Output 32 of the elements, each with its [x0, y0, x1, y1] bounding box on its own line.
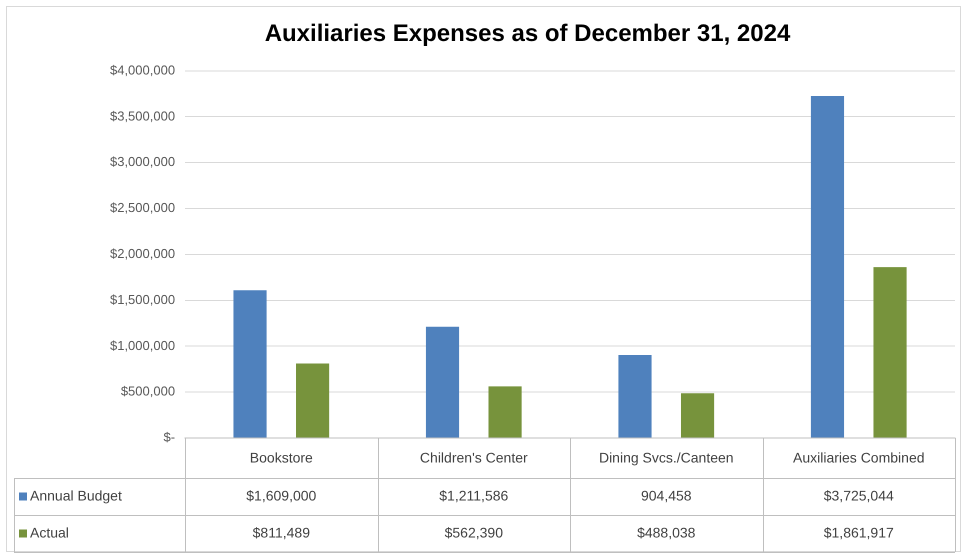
data-label: $488,038	[637, 524, 696, 540]
y-tick-label: $1,500,000	[110, 292, 176, 307]
data-label: $1,211,586	[439, 487, 509, 504]
data-label: 904,458	[640, 487, 692, 504]
data-label: $1,609,000	[246, 487, 317, 504]
x-tick-label: Auxiliaries Combined	[793, 449, 925, 466]
bar	[810, 96, 844, 438]
x-tick-label: Dining Svcs./Canteen	[598, 449, 734, 466]
x-tick-label: Children's Center	[420, 449, 528, 466]
legend-label: Actual	[30, 524, 69, 540]
bar	[873, 267, 907, 438]
y-tick-label: $3,000,000	[110, 154, 176, 170]
bar	[618, 354, 652, 438]
data-label: $1,861,917	[824, 524, 894, 540]
bar	[233, 290, 267, 438]
y-tick-label: $1,000,000	[110, 338, 176, 353]
y-tick-label: $2,500,000	[110, 200, 176, 216]
legend-label: Annual Budget	[30, 487, 122, 504]
bar	[426, 326, 460, 438]
bar	[296, 364, 330, 438]
data-label: $811,489	[252, 524, 310, 540]
y-tick-label: $500,000	[120, 384, 176, 399]
bar	[488, 386, 522, 438]
y-tick-label: $4,000,000	[110, 62, 176, 78]
y-tick-label: $3,500,000	[110, 108, 176, 124]
y-tick-label: $2,000,000	[110, 246, 176, 261]
chart-title: Auxiliaries Expenses as of December 31, 2024	[264, 20, 791, 48]
x-tick-label: Bookstore	[250, 449, 314, 466]
y-tick-label: $-	[164, 430, 176, 445]
data-label: $562,390	[444, 524, 504, 540]
bar	[680, 393, 714, 438]
data-label: $3,725,044	[824, 487, 894, 504]
